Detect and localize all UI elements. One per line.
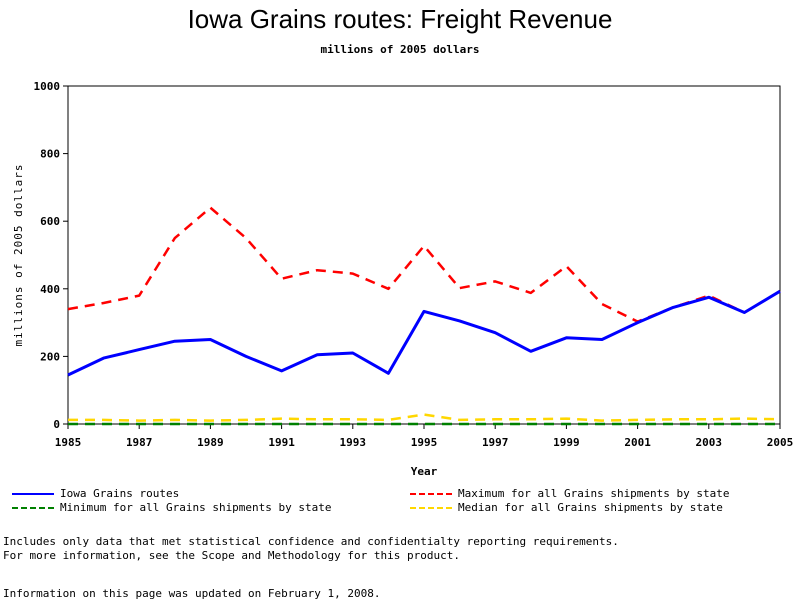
x-tick-label: 2005 <box>767 436 794 449</box>
chart-subtitle: millions of 2005 dollars <box>320 43 480 56</box>
legend-swatch-minimum <box>12 507 54 509</box>
footnotes: Includes only data that met statistical … <box>3 535 793 563</box>
legend: Iowa Grains routes Maximum for all Grain… <box>0 487 800 519</box>
x-tick-label: 2001 <box>624 436 651 449</box>
y-tick-label: 0 <box>53 418 60 431</box>
x-tick-label: 1989 <box>197 436 224 449</box>
y-tick-label: 400 <box>40 283 60 296</box>
series-line-median <box>68 413 781 422</box>
x-tick-label: 1985 <box>55 436 82 449</box>
y-axis-label: millions of 2005 dollars <box>12 164 25 347</box>
x-tick-label: 1987 <box>126 436 153 449</box>
series-lines <box>67 206 781 426</box>
y-tick-label: 1000 <box>34 80 61 93</box>
x-tick-label: 2003 <box>696 436 723 449</box>
x-tick-label: 1995 <box>411 436 438 449</box>
y-tick-label: 600 <box>40 215 60 228</box>
legend-label: Minimum for all Grains shipments by stat… <box>60 501 332 514</box>
footnote-methodology: For more information, see the Scope and … <box>3 549 460 562</box>
chart-title: Iowa Grains routes: Freight Revenue <box>187 4 613 34</box>
legend-swatch-maximum <box>410 493 452 495</box>
series-line-iowa <box>67 289 781 377</box>
x-tick-label: 1997 <box>482 436 509 449</box>
tick-labels: 0 200 400 600 800 1000 1985 1987 1989 1991 1993 199… <box>34 80 794 449</box>
chart-canvas: 0 200 400 600 800 1000 1985 1987 1989 1991 1993 199… <box>12 80 794 478</box>
y-tick-label: 200 <box>40 350 60 363</box>
x-axis-label: Year <box>411 465 438 478</box>
legend-swatch-median <box>410 507 452 509</box>
footnote-confidence: Includes only data that met statistical … <box>3 535 619 548</box>
legend-label: Iowa Grains routes <box>60 487 180 500</box>
update-notice: Information on this page was updated on … <box>3 587 381 600</box>
x-tick-label: 1991 <box>268 436 295 449</box>
series-line-maximum <box>67 206 781 323</box>
legend-label: Median for all Grains shipments by state <box>458 501 723 514</box>
y-tick-label: 800 <box>40 148 60 161</box>
x-tick-label: 1993 <box>340 436 367 449</box>
legend-label: Maximum for all Grains shipments by stat… <box>458 487 730 500</box>
axes <box>63 85 781 429</box>
plot-frame <box>67 85 781 425</box>
legend-swatch-iowa <box>12 493 54 495</box>
x-tick-label: 1999 <box>553 436 580 449</box>
